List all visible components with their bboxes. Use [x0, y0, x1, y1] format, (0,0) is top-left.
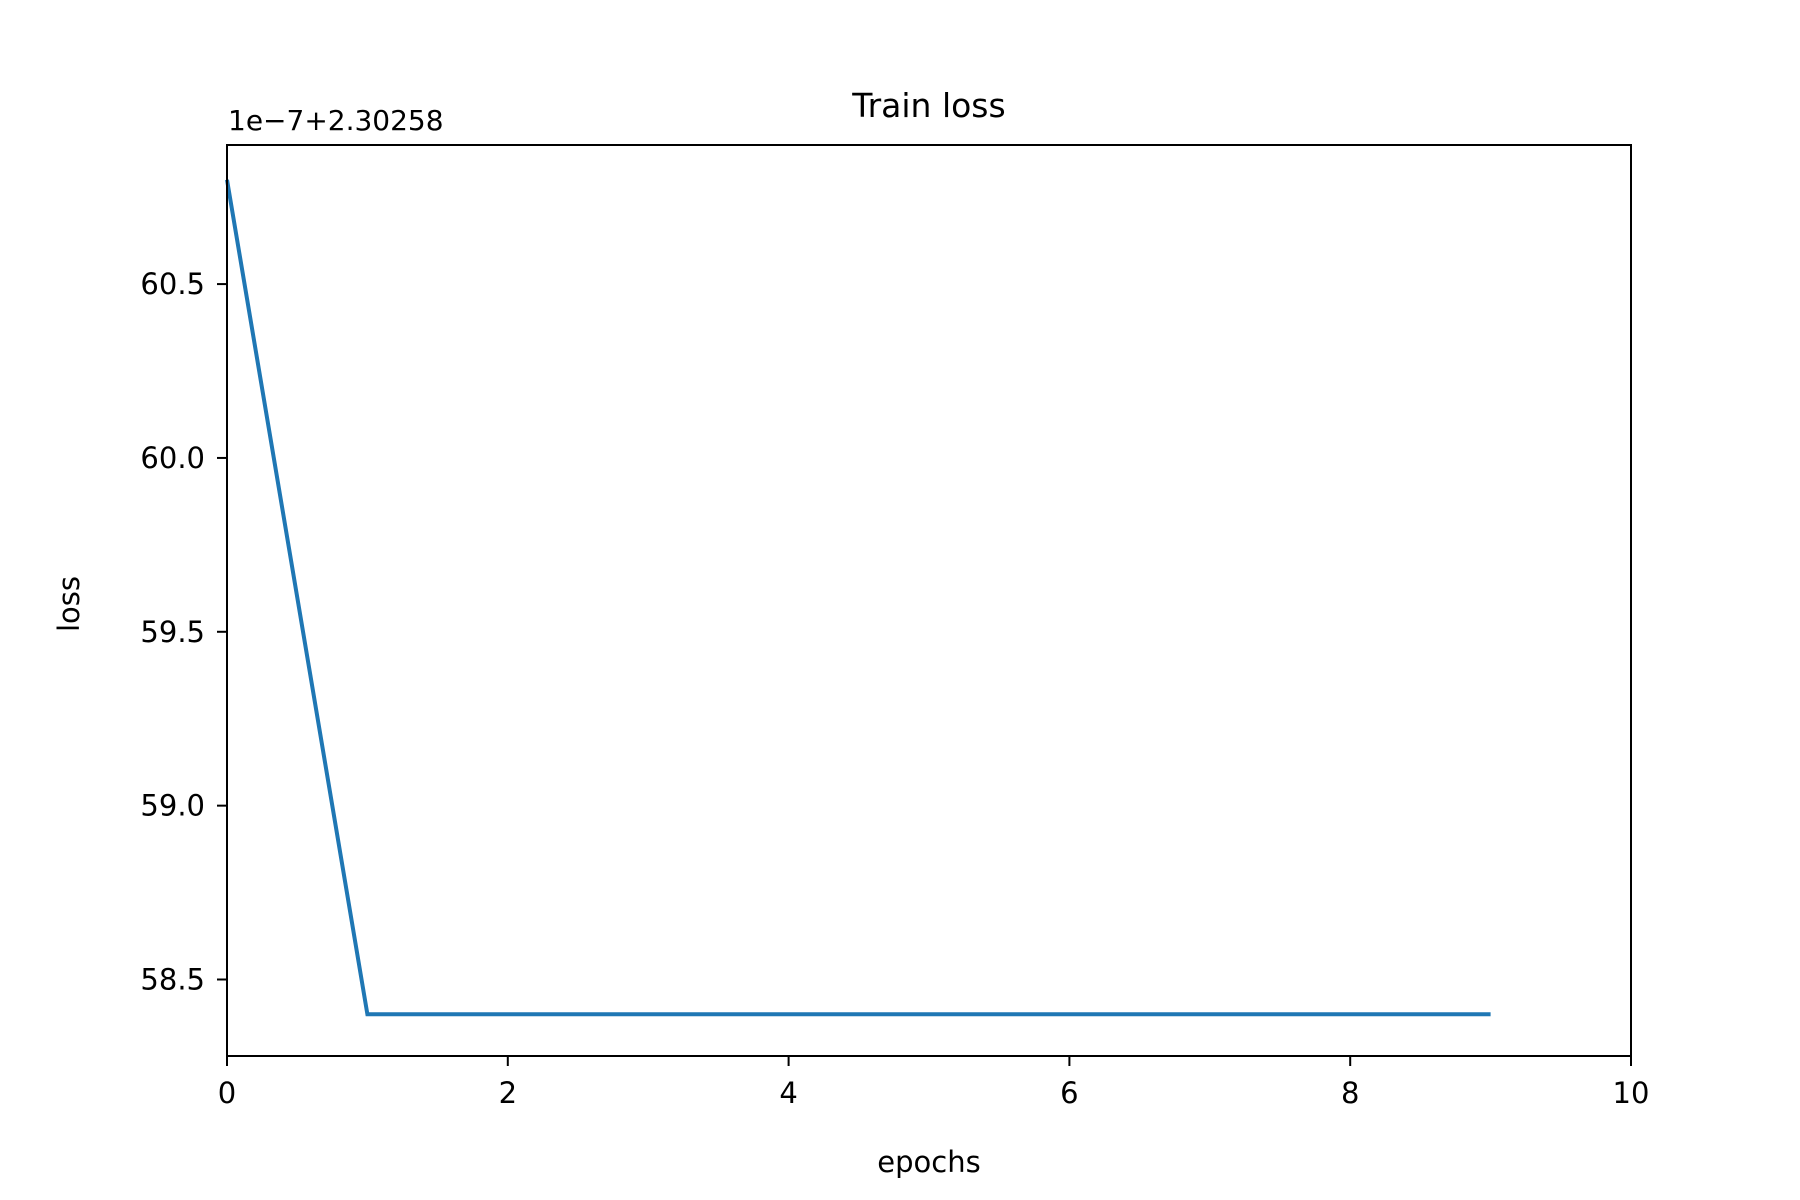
y-offset-text: 1e−7+2.30258: [228, 104, 444, 137]
x-tick-label: 4: [779, 1076, 797, 1110]
x-tick-label: 10: [1613, 1076, 1650, 1110]
y-axis-label: loss: [52, 576, 86, 632]
plot-frame: [226, 144, 1632, 1057]
x-ticks: 0 2 4 6 8 10: [218, 1056, 1650, 1110]
x-tick-label: 6: [1060, 1076, 1078, 1110]
y-tick-label: 60.0: [140, 441, 205, 475]
x-tick-label: 0: [218, 1076, 236, 1110]
series-line: [225, 179, 1491, 1017]
y-tick-label: 60.5: [140, 267, 205, 301]
x-axis-label: epochs: [877, 1145, 980, 1179]
y-ticks: 58.5 59.0 59.5 60.0 60.5: [140, 267, 227, 997]
x-tick-label: 8: [1341, 1076, 1359, 1110]
y-tick-label: 58.5: [140, 963, 205, 997]
series-layer: [225, 179, 1491, 1017]
y-tick-label: 59.5: [140, 615, 205, 649]
y-tick-label: 59.0: [140, 789, 205, 823]
x-tick-label: 2: [499, 1076, 517, 1110]
chart-title: Train loss: [851, 86, 1005, 125]
